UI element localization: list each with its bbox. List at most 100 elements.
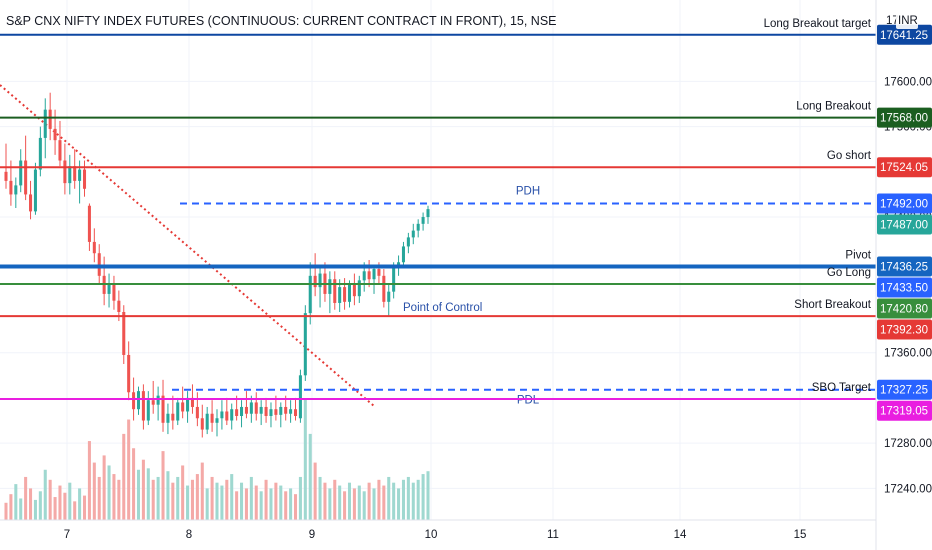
candle-body <box>117 300 121 312</box>
volume-bar <box>176 476 180 520</box>
volume-bar <box>156 476 160 520</box>
candle-body <box>4 171 8 181</box>
volume-bar <box>102 455 106 520</box>
candle-body <box>92 241 96 254</box>
x-tick-label: 14 <box>674 529 687 541</box>
candle-body <box>284 406 288 414</box>
candle-body <box>161 395 165 423</box>
candle-body <box>382 275 386 302</box>
volume-bar <box>97 476 101 520</box>
candle-body <box>401 246 405 263</box>
candle-body <box>82 169 87 189</box>
candle-body <box>73 166 77 181</box>
candle-body <box>357 280 361 297</box>
candle-body <box>78 169 82 181</box>
candle-body <box>53 128 57 141</box>
candle-body <box>338 287 342 303</box>
volume-bar <box>190 479 194 520</box>
candle-body <box>347 284 352 302</box>
volume-bar <box>9 494 13 520</box>
volume-bar <box>215 482 219 520</box>
volume-bar <box>421 474 425 520</box>
candle-body <box>362 271 366 281</box>
currency-box[interactable] <box>896 11 918 29</box>
price-badge-bg <box>877 379 932 400</box>
top-axis-value: 17 <box>886 15 899 27</box>
volume-bar <box>33 499 37 520</box>
candle-body <box>112 284 116 301</box>
currency-label[interactable]: INR <box>898 15 918 27</box>
candle-body <box>19 160 23 186</box>
x-tick-label: 15 <box>794 529 807 541</box>
candle-body <box>240 406 244 416</box>
candle-body <box>249 402 253 414</box>
candle-body <box>333 279 337 303</box>
price-badge-bg <box>877 193 932 214</box>
candle-body <box>215 418 219 423</box>
volume-bar <box>289 488 293 520</box>
candle-body <box>205 413 209 430</box>
volume-bar <box>387 476 391 520</box>
candle-body <box>274 409 278 415</box>
time-axis[interactable]: 7 8 9 10 11 14 15 <box>0 519 932 550</box>
candle-body <box>343 287 347 302</box>
candle-body <box>33 169 37 212</box>
volume-bar <box>343 491 347 520</box>
candle-body <box>38 137 42 170</box>
volume-bar <box>372 488 376 520</box>
volume-bar <box>328 488 332 520</box>
candle-body <box>367 271 371 280</box>
candle-body <box>298 375 302 419</box>
volume-bar <box>200 462 204 520</box>
volume-bar <box>411 482 415 520</box>
candle-body <box>43 109 47 138</box>
candle-body <box>24 160 28 195</box>
volume-bar <box>87 441 91 520</box>
candle-body <box>416 223 420 231</box>
volume-bar <box>58 485 62 520</box>
candle-body <box>426 209 430 218</box>
volume-bar <box>313 462 317 520</box>
volume-bar <box>244 488 248 520</box>
candle-body <box>308 275 312 314</box>
volume-bar <box>14 484 18 520</box>
level-label-long-breakout: Long Breakout <box>796 101 872 113</box>
chart-title: S&P CNX NIFTY INDEX FUTURES (CONTINUOUS:… <box>6 14 557 28</box>
volume-bar <box>249 476 253 520</box>
volume-bar <box>122 433 126 520</box>
candle-body <box>141 391 145 421</box>
volume-bar <box>333 479 337 520</box>
volume-bar <box>195 474 199 520</box>
y-tick-label: 17280.00 <box>884 438 932 450</box>
level-label-pivot: Pivot <box>845 250 871 262</box>
candle-body <box>264 406 268 416</box>
candle-body <box>210 413 214 423</box>
candle-body <box>107 284 111 294</box>
price-badge-bg <box>877 24 932 45</box>
volume-bar <box>293 494 298 520</box>
candle-body <box>14 185 18 195</box>
volume-bar <box>181 465 185 520</box>
volume-bar <box>220 485 224 520</box>
volume-bar <box>254 485 258 520</box>
volume-bar <box>127 419 131 520</box>
candle-body <box>176 402 180 421</box>
x-tick-label: 11 <box>547 529 559 541</box>
level-label-long-breakout-target: Long Breakout target <box>764 18 872 30</box>
y-tick-label: 17360.00 <box>884 348 932 360</box>
horizontal-levels: Long Breakout target Long Breakout Go shor… <box>0 18 876 407</box>
price-badges: 17641.25 17568.00 17524.05 17492.00 17487.00… <box>877 24 932 421</box>
candle-body <box>58 140 62 161</box>
candle-body <box>181 402 185 412</box>
candle-body <box>293 409 298 416</box>
volume-bar <box>29 488 33 520</box>
candle-body <box>190 397 194 407</box>
volume-bar <box>357 485 361 520</box>
price-badge: 17433.50 <box>880 283 928 295</box>
candle-body <box>166 413 170 423</box>
candle-body <box>48 109 52 129</box>
volume-bar <box>284 491 288 520</box>
trend-line[interactable] <box>0 84 375 407</box>
